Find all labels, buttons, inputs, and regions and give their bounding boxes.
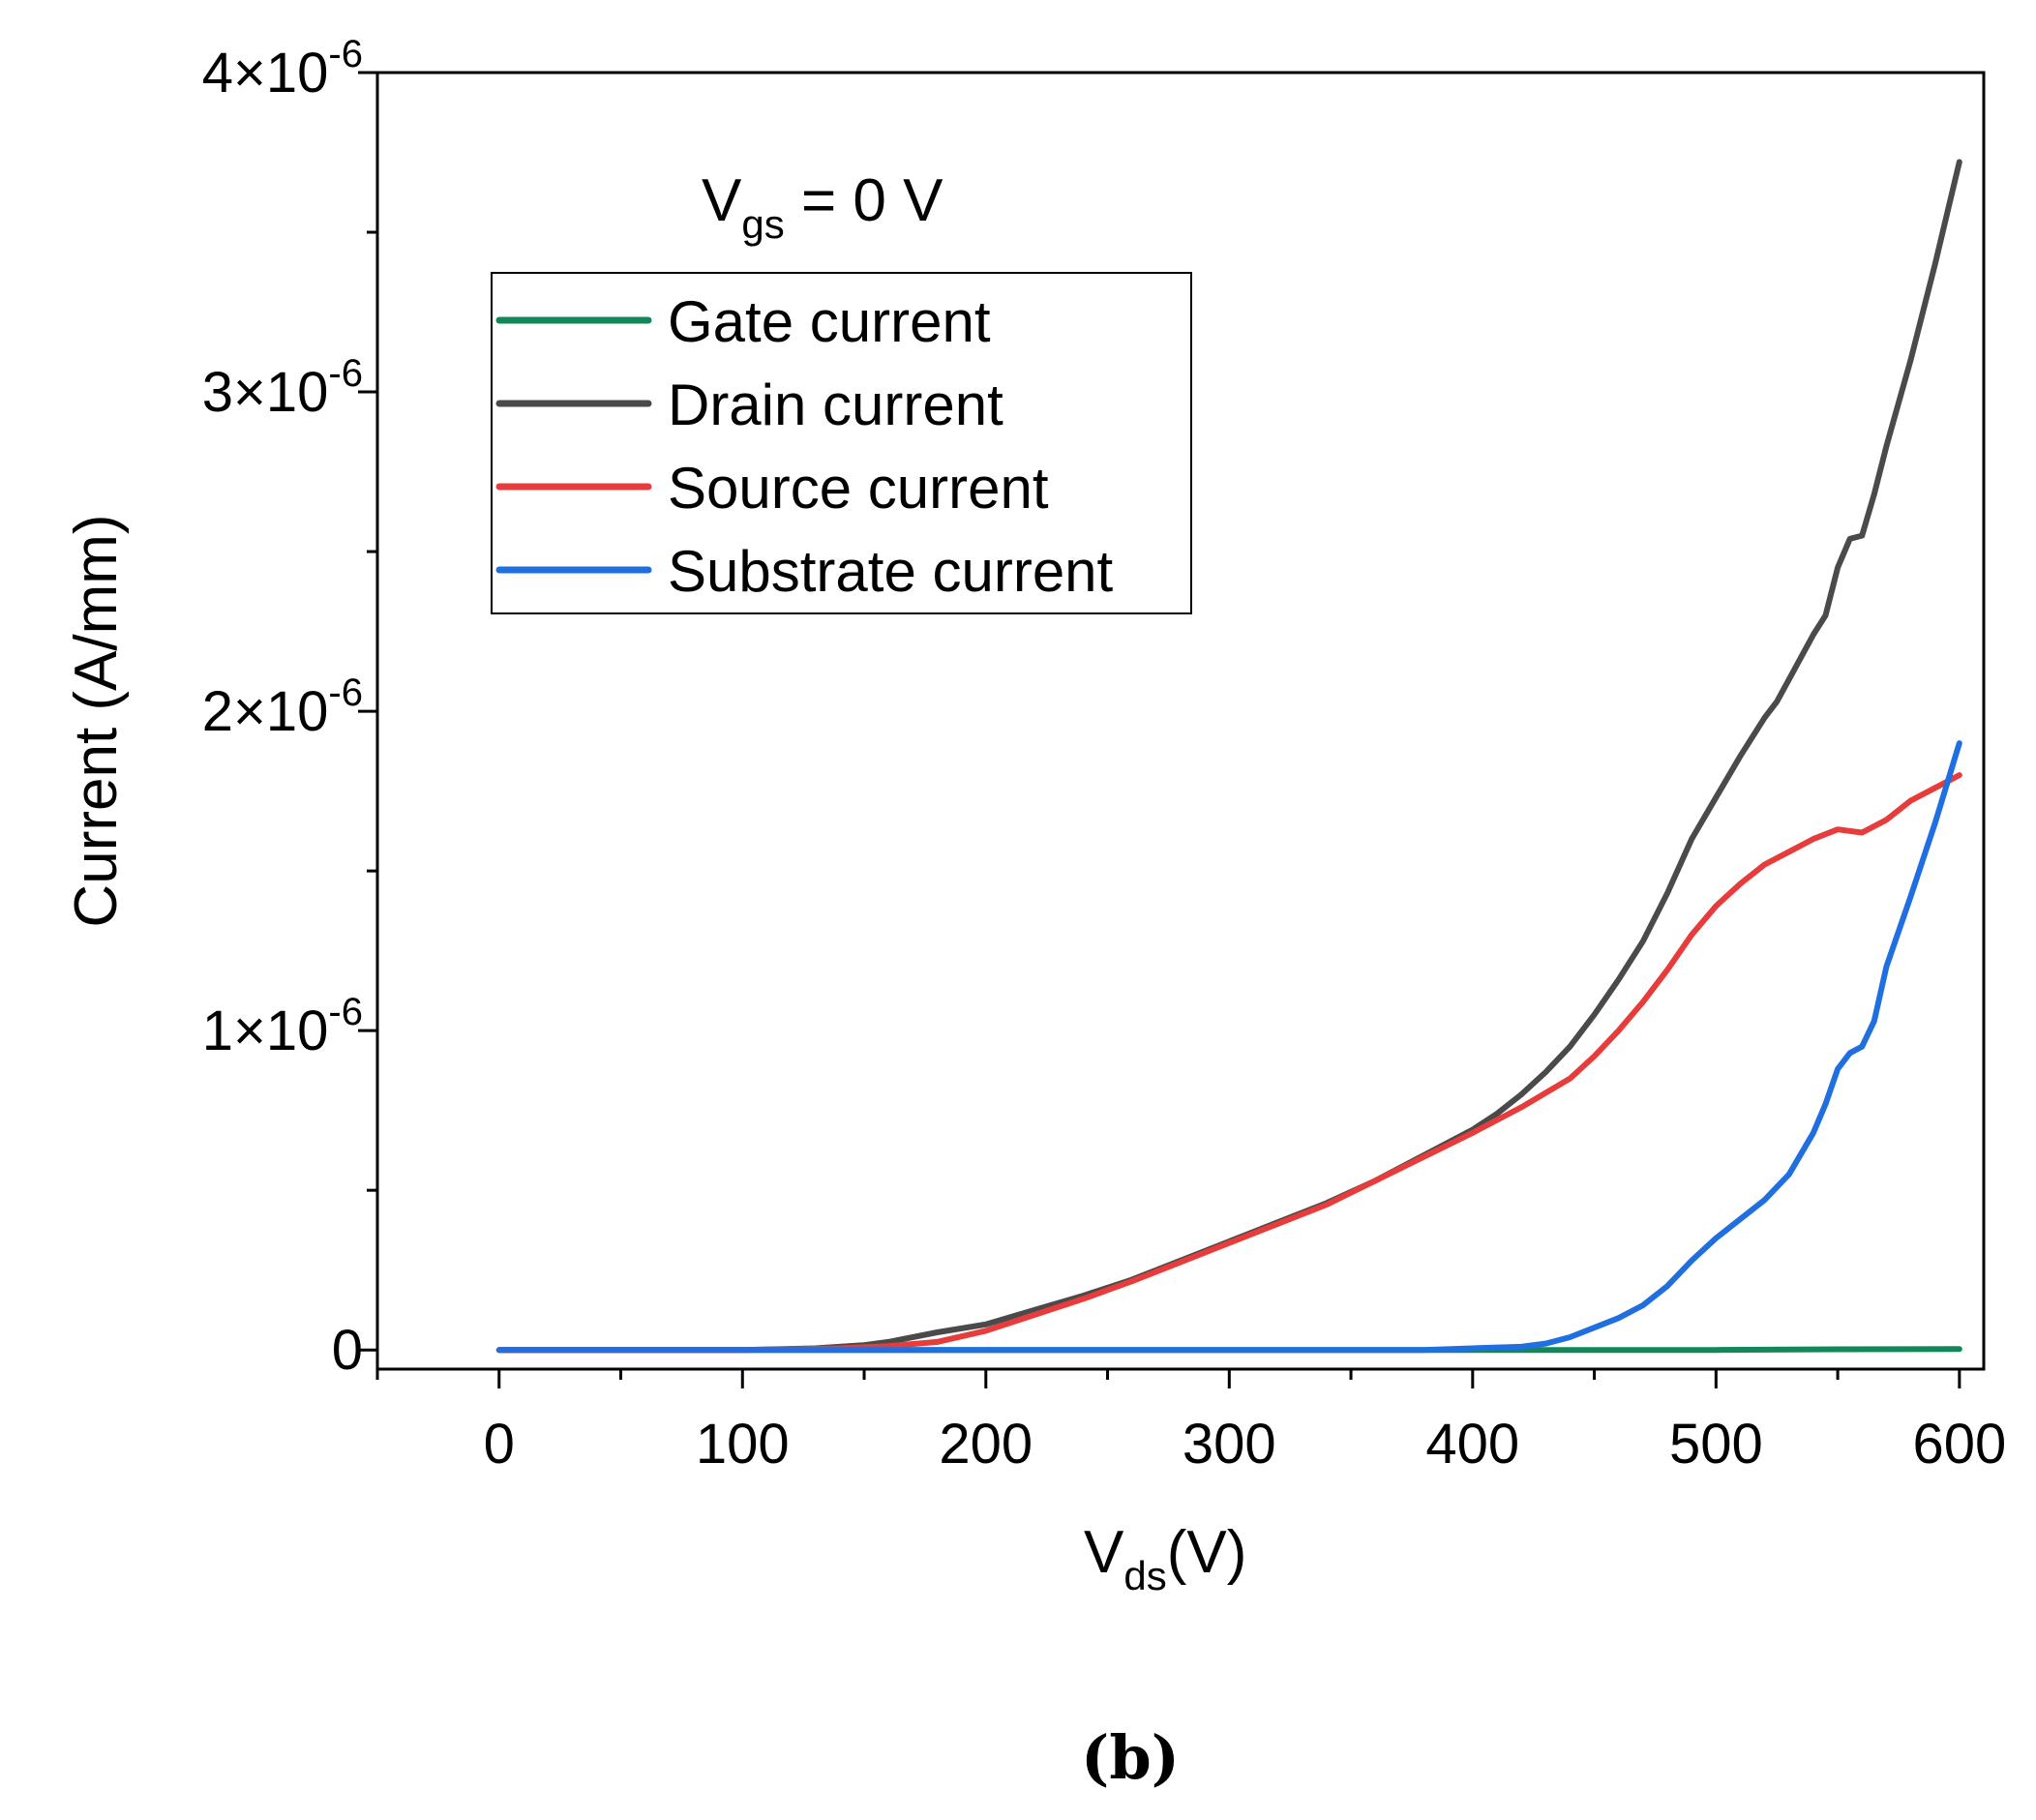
series-line-drain-current <box>495 159 1962 1354</box>
x-axis-label-sub: ds <box>1123 1553 1166 1598</box>
y-tick-mantissa: 0 <box>332 1319 363 1382</box>
y-axis-label: Current (A/mm) <box>63 514 130 927</box>
y-tick-mantissa: 4×10 <box>202 42 329 104</box>
y-tick-exponent: -6 <box>328 352 363 395</box>
x-axis-label-rest: (V) <box>1167 1519 1247 1586</box>
figure-caption: (b) <box>1081 1722 1180 1793</box>
x-tick-label: 300 <box>1183 1413 1276 1476</box>
series-line-substrate-current <box>495 740 1962 1354</box>
plot-frame <box>375 71 1986 1371</box>
series-lines <box>495 159 1962 1354</box>
y-axis: 01×10-62×10-63×10-64×10-6 <box>202 33 377 1382</box>
legend-label: Gate current <box>668 289 991 354</box>
x-axis: 0 100 200 300 400 500 600 <box>375 1369 2006 1476</box>
x-tick-label: 0 <box>484 1413 515 1476</box>
x-tick-label: 600 <box>1912 1413 2006 1476</box>
legend-label: Source current <box>668 456 1049 521</box>
x-axis-label: Vds(V) <box>1084 1519 1246 1598</box>
y-tick-label: 3×10-6 <box>202 352 363 424</box>
vgs-annotation-sub: gs <box>741 201 784 247</box>
vgs-annotation-rest: = 0 V <box>785 167 943 234</box>
y-tick-mantissa: 3×10 <box>202 361 329 424</box>
y-tick-mantissa: 2×10 <box>202 680 329 743</box>
x-tick-label: 400 <box>1425 1413 1519 1476</box>
y-tick-exponent: -6 <box>328 671 363 714</box>
x-tick-label: 500 <box>1669 1413 1763 1476</box>
legend-box <box>491 272 1192 614</box>
legend-label: Drain current <box>668 373 1003 437</box>
y-tick-label: 0 <box>332 1319 363 1382</box>
y-tick-mantissa: 1×10 <box>202 1000 329 1062</box>
y-tick-label: 2×10-6 <box>202 671 363 743</box>
y-tick-exponent: -6 <box>328 991 363 1033</box>
series-line-source-current <box>495 772 1962 1354</box>
x-axis-label-main: V <box>1084 1519 1124 1586</box>
x-tick-label: 100 <box>696 1413 790 1476</box>
vgs-annotation: Vgs = 0 V <box>702 167 943 247</box>
y-tick-label: 4×10-6 <box>202 33 363 104</box>
legend-label: Substrate current <box>668 539 1114 604</box>
legend: Gate current Drain current Source current S… <box>491 272 1192 614</box>
y-tick-exponent: -6 <box>328 33 363 75</box>
x-tick-label: 200 <box>939 1413 1033 1476</box>
vgs-annotation-main: V <box>702 167 742 234</box>
y-tick-label: 1×10-6 <box>202 991 363 1062</box>
